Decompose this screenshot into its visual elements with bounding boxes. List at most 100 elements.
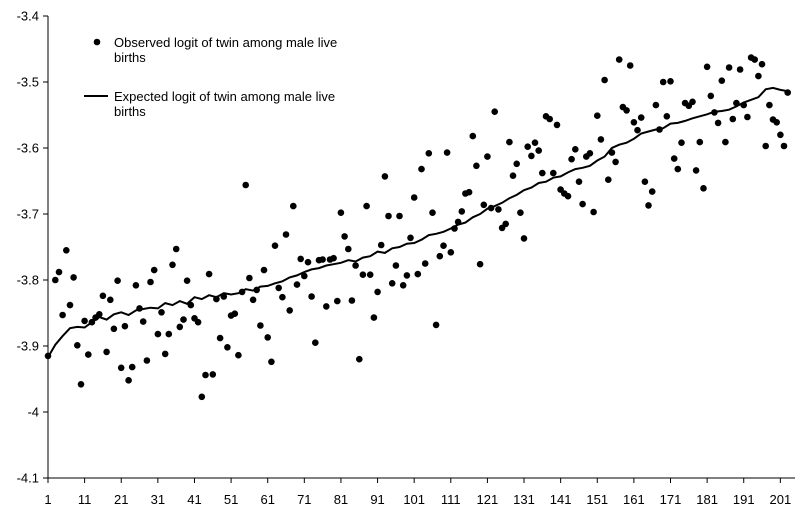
observed-point — [586, 150, 594, 157]
observed-point — [476, 260, 484, 268]
x-tick-label: 81 — [334, 492, 348, 507]
x-tick-label: 31 — [151, 492, 165, 507]
observed-point — [758, 60, 766, 68]
observed-point — [443, 149, 451, 156]
observed-point — [663, 113, 671, 120]
observed-point — [648, 188, 656, 195]
observed-point — [407, 234, 414, 242]
observed-point — [220, 293, 228, 300]
observed-point — [312, 339, 319, 347]
x-tick-label: 151 — [586, 492, 608, 507]
observed-point — [725, 64, 733, 71]
observed-point — [729, 115, 737, 123]
observed-point — [44, 352, 52, 360]
observed-point — [161, 350, 169, 358]
expected-series — [47, 86, 788, 358]
observed-point — [531, 139, 539, 146]
observed-point — [176, 323, 184, 331]
expected-line — [47, 86, 788, 358]
observed-point — [487, 204, 495, 212]
observed-point — [66, 301, 74, 309]
observed-point — [81, 317, 88, 325]
observed-point — [242, 181, 249, 189]
y-tick-label: -3.5 — [17, 75, 39, 90]
observed-point — [85, 351, 92, 358]
observed-point — [290, 202, 297, 210]
y-tick-label: -3.6 — [17, 141, 39, 156]
observed-point — [187, 301, 195, 309]
x-tick-label: 91 — [370, 492, 384, 507]
observed-point — [626, 62, 634, 69]
observed-point — [436, 252, 444, 260]
x-tick-label: 61 — [260, 492, 274, 507]
observed-point — [70, 274, 77, 281]
observed-point — [352, 262, 359, 269]
observed-point — [564, 192, 572, 200]
observed-point — [396, 212, 403, 220]
observed-point — [506, 138, 513, 146]
observed-point — [279, 293, 286, 301]
observed-point — [780, 142, 788, 150]
observed-point — [707, 92, 715, 100]
x-tick-label: 11 — [78, 492, 92, 507]
observed-point — [88, 318, 96, 326]
observed-point — [55, 268, 63, 276]
observed-point — [268, 358, 275, 366]
observed-point — [777, 131, 784, 139]
observed-point — [205, 270, 213, 278]
observed-point — [601, 76, 608, 84]
observed-point — [150, 266, 158, 274]
observed-point — [630, 119, 638, 126]
observed-point — [198, 393, 206, 401]
axes — [47, 16, 795, 479]
observed-point — [330, 254, 337, 262]
observed-point — [421, 260, 429, 267]
observed-point — [572, 146, 579, 153]
observed-point — [454, 218, 462, 226]
observed-point — [359, 271, 367, 279]
observed-point — [304, 258, 312, 266]
observed-point — [264, 334, 272, 341]
observed-point — [550, 169, 557, 177]
x-tick-label: 171 — [660, 492, 682, 507]
observed-point — [128, 363, 136, 371]
observed-point — [385, 212, 392, 220]
observed-point — [235, 351, 242, 359]
observed-point — [524, 143, 531, 150]
x-tick-label: 191 — [733, 492, 755, 507]
x-tick-label: 71 — [297, 492, 311, 507]
observed-point — [107, 296, 114, 304]
observed-point — [132, 282, 140, 289]
observed-point — [652, 101, 660, 109]
observed-point — [399, 282, 407, 289]
observed-point — [370, 314, 378, 321]
observed-point — [165, 330, 173, 338]
observed-point — [612, 158, 619, 166]
x-ticks: 1 11 21 31 41 51 61 71 81 91 101 111 121 131 141 151 161… — [44, 478, 791, 507]
observed-point — [751, 56, 758, 63]
observed-point — [575, 178, 583, 185]
observed-point — [623, 107, 630, 114]
observed-point — [605, 176, 612, 183]
observed-point — [308, 293, 315, 300]
observed-point — [535, 147, 542, 154]
legend-item-observed: Observed logit of twin among male live bi… — [93, 35, 337, 65]
observed-point — [473, 162, 480, 170]
observed-point — [736, 66, 744, 73]
observed-point — [762, 142, 769, 150]
observed-point — [99, 292, 107, 300]
observed-point — [700, 185, 707, 192]
observed-point — [410, 194, 418, 201]
observed-point — [341, 233, 348, 240]
observed-point — [216, 334, 224, 342]
observed-point — [656, 126, 663, 133]
observed-point — [356, 355, 363, 363]
x-tick-label: 41 — [187, 492, 201, 507]
observed-point — [319, 256, 326, 263]
observed-point — [703, 63, 711, 71]
observed-point — [594, 112, 601, 119]
observed-point — [96, 311, 103, 318]
legend-observed-marker — [93, 38, 101, 46]
